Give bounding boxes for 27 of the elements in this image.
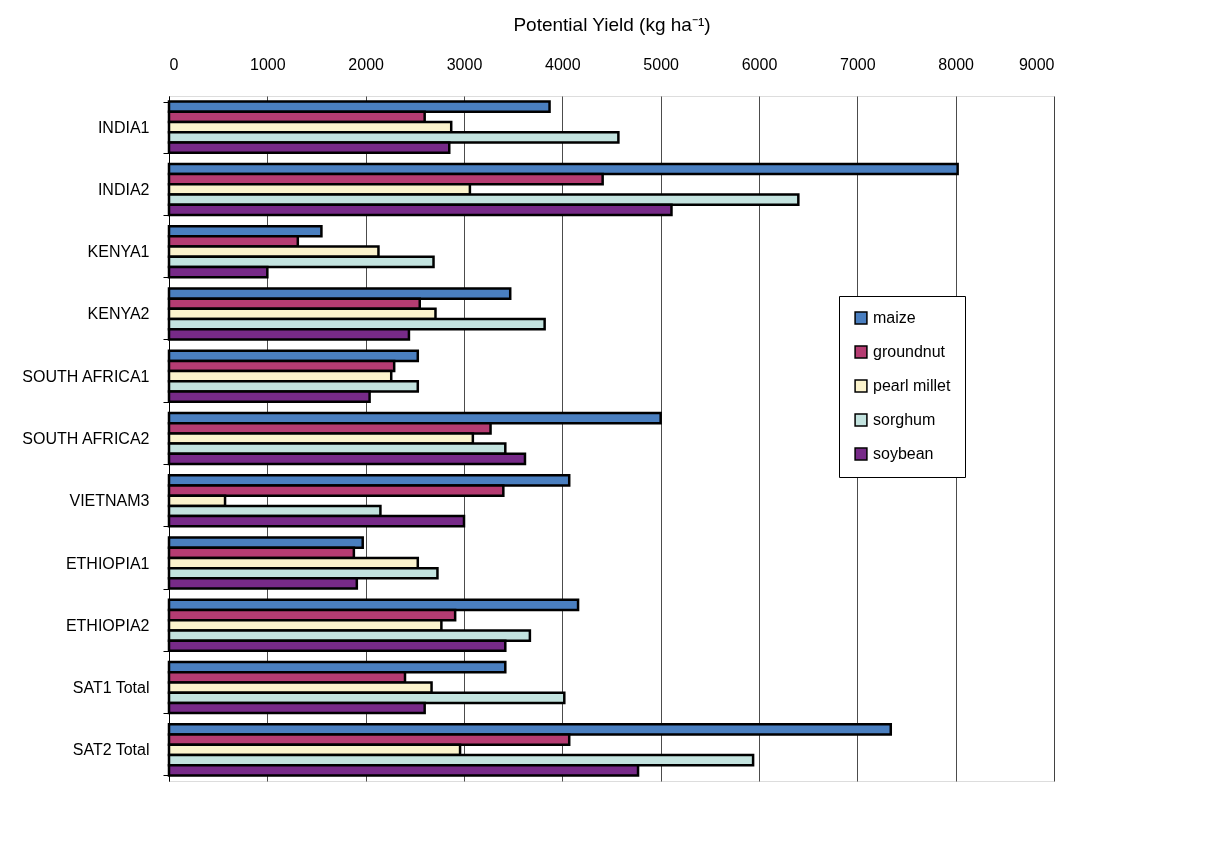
y-tick-label: KENYA1 — [87, 243, 150, 261]
y-tick-label: ETHIOPIA1 — [65, 554, 150, 572]
y-tick-label: SAT2 Total — [72, 741, 150, 759]
legend-label: sorghum — [873, 411, 936, 428]
y-tick-label: VIETNAM3 — [69, 492, 150, 510]
y-tick-label: INDIA1 — [97, 118, 150, 136]
x-tick-label: 2000 — [348, 55, 385, 73]
legend-label: soybean — [873, 445, 934, 462]
y-tick-label: SAT1 Total — [72, 679, 150, 697]
x-tick-label: 9000 — [1018, 55, 1055, 73]
y-tick-label: SOUTH AFRICA1 — [22, 367, 150, 385]
x-tick-label: 5000 — [643, 55, 680, 73]
x-tick-label: 0 — [169, 55, 179, 73]
legend-label: groundnut — [873, 343, 946, 360]
legend-label: maize — [873, 309, 916, 326]
x-tick-label: 3000 — [446, 55, 483, 73]
y-tick-label: KENYA2 — [87, 305, 150, 323]
x-tick-label: 1000 — [250, 55, 286, 73]
x-tick-label: 7000 — [840, 55, 876, 73]
x-tick-label: 6000 — [741, 55, 778, 73]
x-tick-label: 4000 — [545, 55, 581, 73]
x-axis-title: Potential Yield (kg ha⁻¹) — [513, 13, 711, 35]
x-tick-label: 8000 — [938, 55, 975, 73]
legend-label: pearl millet — [873, 377, 951, 394]
y-tick-label: SOUTH AFRICA2 — [22, 430, 150, 447]
y-tick-label: INDIA2 — [97, 180, 150, 198]
y-tick-label: ETHIOPIA2 — [65, 616, 150, 634]
